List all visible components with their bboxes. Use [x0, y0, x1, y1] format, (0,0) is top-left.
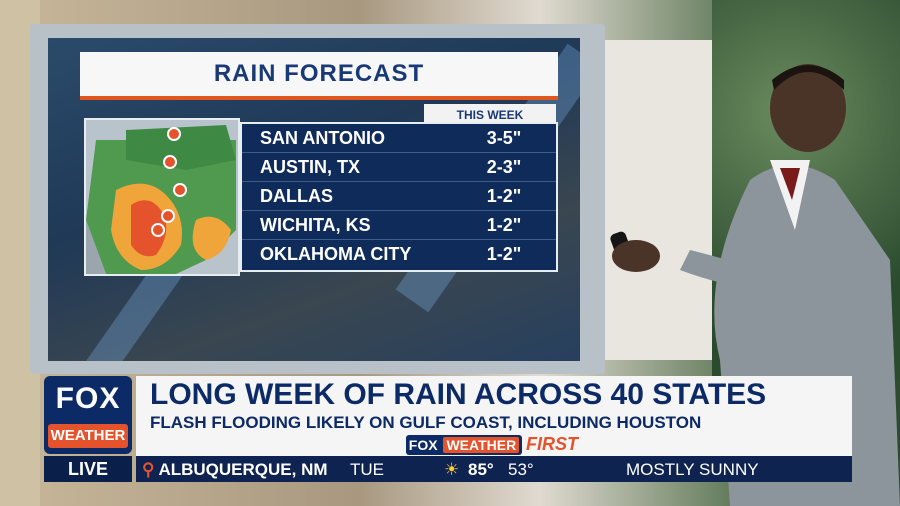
location-pin-icon: ⚲: [142, 460, 155, 479]
rain-forecast-title: RAIN FORECAST: [80, 52, 558, 100]
live-badge: LIVE: [44, 456, 132, 482]
rain-amount: 3-5": [486, 128, 522, 148]
fox-weather-logo: FOX WEATHER: [44, 376, 132, 454]
presenter-head: [770, 64, 846, 152]
partly-sunny-icon: ☀: [444, 460, 460, 479]
rain-amount: 1-2": [486, 186, 522, 206]
location-text: ALBUQUERQUE, NM: [158, 460, 328, 479]
title-text: RAIN FORECAST: [213, 60, 425, 87]
table-row: OKLAHOMA CITY 1-2": [242, 240, 556, 268]
brand-fox: FOX: [408, 437, 438, 453]
ticker-day: TUE: [350, 460, 384, 479]
rain-amount: 1-2": [486, 215, 522, 235]
clicker-hand: [610, 231, 660, 272]
texas-rain-map: [84, 118, 240, 276]
brand-weather: WEATHER: [443, 437, 520, 453]
logo-fox-text: FOX: [55, 382, 121, 415]
rain-amount: 2-3": [486, 157, 522, 177]
city-name: SAN ANTONIO: [260, 128, 386, 148]
brand-pill: FOX WEATHER: [406, 435, 522, 455]
ticker-condition: MOSTLY SUNNY: [626, 460, 759, 479]
table-row: DALLAS 1-2": [242, 182, 556, 211]
brand-strip: FOX WEATHER FIRST: [136, 434, 852, 456]
weather-ticker: ⚲ ALBUQUERQUE, NM TUE ☀ 85° 53° MOSTLY SU…: [136, 456, 852, 482]
headline-text: LONG WEEK OF RAIN ACROSS 40 STATES: [150, 378, 767, 411]
ticker-location: ⚲ ALBUQUERQUE, NM: [142, 460, 328, 480]
city-name: WICHITA, KS: [260, 215, 371, 235]
subheadline-text: FLASH FLOODING LIKELY ON GULF COAST, INC…: [150, 413, 702, 432]
table-row: WICHITA, KS 1-2": [242, 211, 556, 240]
brand-first: FIRST: [526, 434, 578, 454]
rain-totals-table: SAN ANTONIO 3-5" AUSTIN, TX 2-3" DALLAS …: [240, 122, 558, 272]
light-panel: [598, 40, 716, 360]
headline-bar: LONG WEEK OF RAIN ACROSS 40 STATES: [136, 376, 852, 412]
city-name: DALLAS: [260, 186, 333, 206]
table-row: SAN ANTONIO 3-5": [242, 124, 556, 153]
ticker-high: 85°: [468, 460, 494, 479]
table-row: AUSTIN, TX 2-3": [242, 153, 556, 182]
city-name: OKLAHOMA CITY: [260, 244, 412, 264]
subheadline-bar: FLASH FLOODING LIKELY ON GULF COAST, INC…: [136, 412, 852, 434]
map-graphic: [86, 120, 238, 274]
logo-weather-text: WEATHER: [48, 424, 128, 448]
city-name: AUSTIN, TX: [260, 157, 361, 177]
ticker-low: 53°: [508, 460, 534, 479]
rain-amount: 1-2": [486, 244, 522, 264]
this-week-header: THIS WEEK: [424, 104, 556, 126]
